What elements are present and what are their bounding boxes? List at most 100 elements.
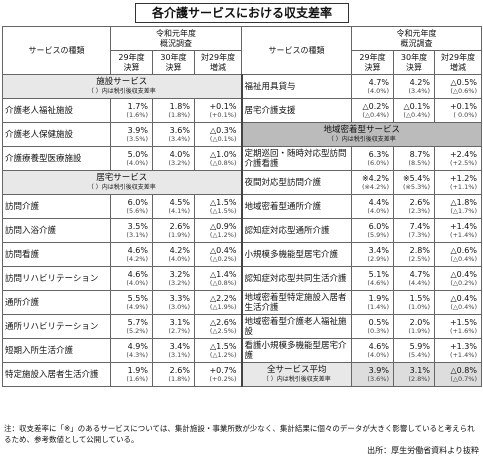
value-main: ※4.2% [361, 173, 389, 183]
value-cell: 2.6% (2.3%) [393, 194, 435, 219]
value-main: 4.2% [409, 77, 430, 87]
value-sub: (△0.2%) [209, 254, 237, 263]
header-row: 29年度 決算 30年度 決算 対29年度 増減 29年度 決算 30年度 決算 対29年度 増減 [3, 50, 482, 75]
source: 出所：厚生労働省資料より抜粋 [367, 446, 479, 455]
section-title: 地域密着型サービス [323, 124, 400, 135]
summary-title: 全サービス平均 [266, 364, 327, 375]
header-text: 令和元年度 [156, 28, 196, 38]
value-main: △0.4% [210, 245, 237, 255]
value-cell: 5.0% (4.0%) [110, 146, 153, 171]
table: サービスの種類 令和元年度 概況調査 サービスの種類 令和元年度 概況調査 29年度 決算 30… [2, 26, 482, 387]
value-cell: 1.9% (1.4%) [351, 290, 394, 315]
header-text: 29年度 [359, 52, 386, 62]
note: 注：収支差率に「※」のあるサービスについては、集計施設・事業所数が少なく、集計結… [4, 424, 475, 444]
value-main: 5.7% [127, 317, 148, 327]
value-main: △0.1% [403, 101, 430, 111]
header-text: 決算 [123, 62, 140, 72]
value-sub: (+1.4%) [449, 230, 477, 239]
header-cell: 対29年度 増減 [194, 50, 242, 75]
service-name: 訪問介護 [2, 194, 111, 219]
value-main: △2.2% [210, 293, 237, 303]
value-sub: (5.4%) [408, 350, 430, 359]
value-sub: (5.9%) [367, 230, 389, 239]
value-main: +1.5% [449, 317, 477, 327]
value-sub: (3.6%) [367, 374, 389, 383]
value-main: △1.5% [210, 341, 237, 351]
value-main: △0.9% [210, 221, 237, 231]
section-title: 施設サービス [96, 76, 148, 87]
value-cell: 3.6% (3.4%) [152, 122, 195, 147]
value-cell: 3.4% (3.1%) [152, 338, 195, 363]
table-row: 特定施設入居者生活介護 1.9% (1.6%) 2.6% (1.8%) +0.7% (+0.… [2, 362, 482, 387]
value-cell: 4.6% (4.0%) [351, 338, 394, 363]
value-main: +0.7% [209, 365, 237, 375]
value-sub: (4.0%) [168, 254, 190, 263]
value-cell: ※4.2% (※4.2%) [351, 170, 394, 195]
value-cell: 2.6% (1.9%) [152, 218, 195, 243]
value-sub: (4.4%) [408, 278, 430, 287]
value-sub: (+1.6%) [449, 326, 477, 335]
value-cell: 5.5% (4.9%) [110, 290, 153, 315]
value-main: 3.3% [169, 293, 190, 303]
value-main: 4.6% [127, 269, 148, 279]
value-sub: (3.1%) [168, 350, 190, 359]
value-sub: (△1.2%) [209, 350, 237, 359]
header-cell: 30年度 決算 [152, 50, 195, 75]
value-cell: 2.6% (1.8%) [152, 362, 195, 387]
value-main: 2.6% [169, 365, 190, 375]
value-cell: △1.5% (△1.5%) [194, 194, 242, 219]
section-note: （ ）内は税引後収支差率 [87, 87, 156, 95]
header-text: 決算 [406, 62, 422, 72]
value-sub: (※5.3%) [402, 182, 430, 191]
value-cell: 4.5% (4.1%) [152, 194, 195, 219]
table-row: 居宅サービス（ ）内は税引後収支差率 夜間対応型訪問介護 ※4.2% (※4.2%) ※… [2, 170, 482, 195]
value-sub: (△0.7%) [450, 374, 477, 383]
value-cell: △2.2% (△1.9%) [194, 290, 242, 315]
value-sub: (4.0%) [367, 206, 389, 215]
value-cell: △0.8% (△0.7%) [434, 362, 482, 387]
value-sub: (1.8%) [168, 110, 190, 119]
value-main: 3.4% [169, 341, 190, 351]
header-text: 対29年度 [440, 52, 476, 62]
value-sub: (4.3%) [126, 350, 148, 359]
value-sub: (7.3%) [408, 230, 430, 239]
table-row: 訪問入浴介護 3.5% (3.1%) 2.6% (1.9%) △0.9% (△1.2%) 認知… [2, 218, 482, 243]
value-cell: 3.3% (3.0%) [152, 290, 195, 315]
value-main: 5.1% [368, 269, 389, 279]
table-row: 訪問看護 4.6% (4.2%) 4.2% (4.0%) △0.4% (△0.2%) 小規模多… [2, 242, 482, 267]
value-sub: (3.2%) [168, 278, 190, 287]
value-main: 0.5% [368, 317, 389, 327]
value-cell: 4.7% (4.4%) [393, 266, 435, 291]
value-sub: (2.7%) [168, 326, 190, 335]
value-main: △0.6% [450, 245, 477, 255]
value-main: △0.2% [362, 101, 389, 111]
header-text: 30年度 [160, 52, 187, 62]
value-sub: (+0.1%) [209, 110, 237, 119]
service-name: 地域密着型通所介護 [240, 194, 352, 219]
header-text: 決算 [364, 62, 381, 72]
summary-cell: 全サービス平均（ ）内は税引後収支差率 [240, 362, 352, 387]
service-name: 通所介護 [2, 290, 111, 315]
value-sub: (5.6%) [126, 206, 148, 215]
value-cell: △0.4% (△0.4%) [434, 290, 482, 315]
value-sub: (△1.7%) [450, 206, 477, 215]
value-cell: +0.1%( 0.0%) [434, 98, 482, 123]
value-main: 2.6% [169, 221, 190, 231]
value-sub: (2.5%) [408, 254, 430, 263]
value-cell: △0.9% (△1.2%) [194, 218, 242, 243]
value-cell: △1.4% (△0.8%) [194, 266, 242, 291]
value-main: 4.0% [169, 149, 190, 159]
header-text: 29年度 [118, 52, 145, 62]
header-cell: 30年度 決算 [393, 50, 435, 75]
header-text: 概況調査 [160, 38, 192, 48]
value-cell: △1.0% (△0.8%) [194, 146, 242, 171]
value-main: △0.4% [450, 293, 477, 303]
value-cell: 6.3% (6.0%) [351, 146, 394, 171]
header-cell: 令和元年度 概況調査 [110, 26, 242, 51]
value-cell: 1.8% (1.8%) [152, 98, 195, 123]
service-name: 福祉用具貸与 [240, 74, 352, 99]
value-sub: (2.3%) [408, 206, 430, 215]
value-main: 5.5% [127, 293, 148, 303]
value-main: △1.5% [210, 197, 237, 207]
